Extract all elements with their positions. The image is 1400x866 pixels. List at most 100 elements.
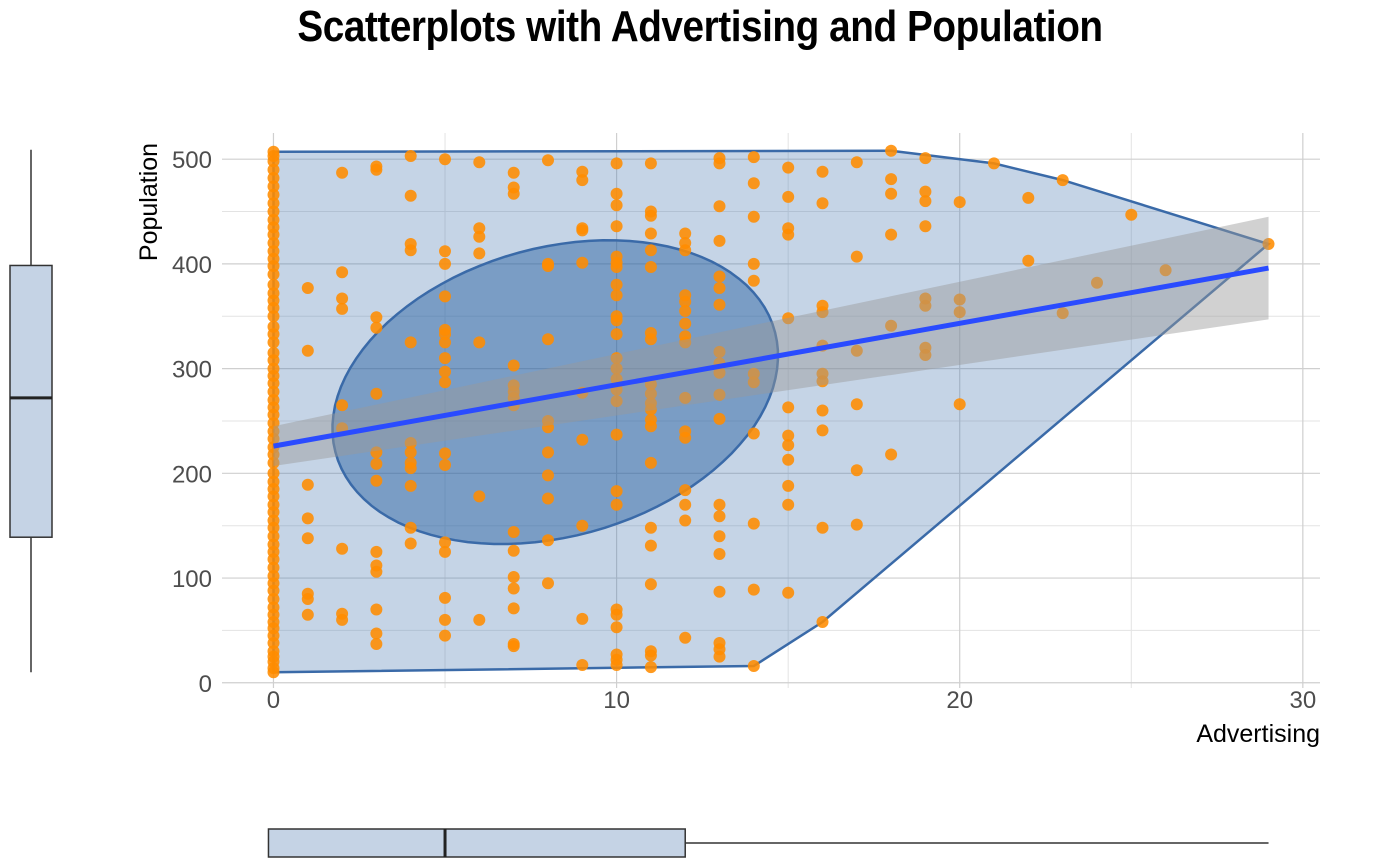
- data-point: [576, 612, 589, 625]
- data-point: [713, 637, 726, 649]
- data-point: [439, 613, 451, 626]
- data-point: [404, 537, 417, 550]
- data-point: [644, 387, 657, 400]
- data-point: [713, 270, 726, 283]
- y-tick-labels: 0 100 200 300 400 500: [172, 147, 212, 698]
- data-point: [267, 205, 280, 218]
- data-point: [713, 498, 726, 511]
- data-point: [850, 398, 863, 411]
- data-point: [301, 512, 314, 525]
- data-point: [816, 367, 829, 380]
- data-point: [816, 404, 829, 417]
- data-point: [816, 424, 829, 437]
- x-axis-title: Advertising: [1196, 720, 1320, 748]
- data-point: [610, 278, 623, 291]
- data-point: [267, 601, 280, 614]
- data-point: [542, 446, 554, 459]
- data-point: [267, 172, 280, 184]
- data-points: [267, 144, 1275, 679]
- data-point: [816, 616, 829, 628]
- data-point: [816, 299, 829, 312]
- data-point: [953, 306, 966, 319]
- data-point: [679, 330, 692, 343]
- data-point: [610, 220, 623, 233]
- data-point: [713, 298, 726, 311]
- data-point: [919, 292, 932, 305]
- data-point: [713, 282, 726, 294]
- data-point: [610, 428, 623, 441]
- data-point: [370, 474, 383, 487]
- data-point: [679, 425, 692, 438]
- y-tick-label: 300: [172, 357, 212, 384]
- data-point: [267, 145, 280, 158]
- data-point: [473, 230, 486, 243]
- data-point: [267, 417, 280, 430]
- regression-line: [273, 265, 1269, 449]
- data-point: [610, 199, 623, 212]
- data-point: [507, 582, 520, 595]
- data-point: [267, 287, 280, 300]
- data-point: [576, 174, 589, 187]
- data-point: [610, 310, 623, 323]
- data-point: [370, 559, 383, 572]
- data-point: [267, 385, 280, 398]
- data-point: [679, 317, 692, 330]
- data-point: [267, 467, 280, 480]
- data-point: [782, 190, 795, 203]
- data-point: [336, 292, 349, 305]
- data-point: [542, 492, 554, 505]
- data-point: [885, 144, 898, 157]
- data-point: [644, 227, 657, 240]
- data-point: [713, 152, 726, 165]
- data-point: [336, 607, 349, 620]
- data-point: [267, 320, 280, 333]
- data-point: [644, 521, 657, 534]
- data-point: [267, 310, 280, 323]
- data-point: [644, 244, 657, 257]
- data-point: [713, 234, 726, 247]
- data-point: [610, 328, 623, 341]
- data-point: [370, 457, 383, 470]
- data-point: [850, 344, 863, 357]
- data-point: [336, 166, 349, 179]
- data-point: [644, 539, 657, 552]
- data-point: [370, 638, 383, 650]
- chart-title: Scatterplots with Advertising and Popula…: [297, 2, 1103, 51]
- data-point: [610, 362, 623, 375]
- data-point: [507, 181, 520, 194]
- data-point: [850, 464, 863, 477]
- y-boxplot-box: [9, 264, 53, 538]
- data-point: [919, 185, 932, 198]
- data-point: [439, 536, 451, 549]
- data-point: [267, 346, 280, 359]
- data-point: [1022, 191, 1035, 204]
- data-point: [644, 205, 657, 218]
- data-point: [267, 188, 280, 201]
- data-point: [301, 587, 314, 600]
- data-point: [439, 591, 451, 604]
- data-point: [576, 165, 589, 178]
- x-tick-label: 0: [267, 687, 280, 714]
- data-point: [439, 352, 451, 365]
- data-point: [267, 645, 280, 658]
- data-point: [404, 456, 417, 469]
- data-point: [267, 245, 280, 258]
- data-point: [644, 327, 657, 339]
- y-tick-label: 500: [172, 147, 212, 174]
- data-point: [747, 427, 760, 440]
- data-point: [542, 577, 554, 590]
- data-point: [1056, 307, 1069, 320]
- data-point: [370, 387, 383, 400]
- data-point: [610, 250, 623, 263]
- data-point: [267, 163, 280, 176]
- data-point: [747, 177, 760, 190]
- data-point: [953, 196, 966, 209]
- data-point: [747, 376, 760, 389]
- data-point: [404, 521, 417, 534]
- data-point: [370, 627, 383, 640]
- data-point: [507, 166, 520, 179]
- data-point: [439, 459, 451, 471]
- data-point: [576, 256, 589, 269]
- data-point: [336, 399, 349, 412]
